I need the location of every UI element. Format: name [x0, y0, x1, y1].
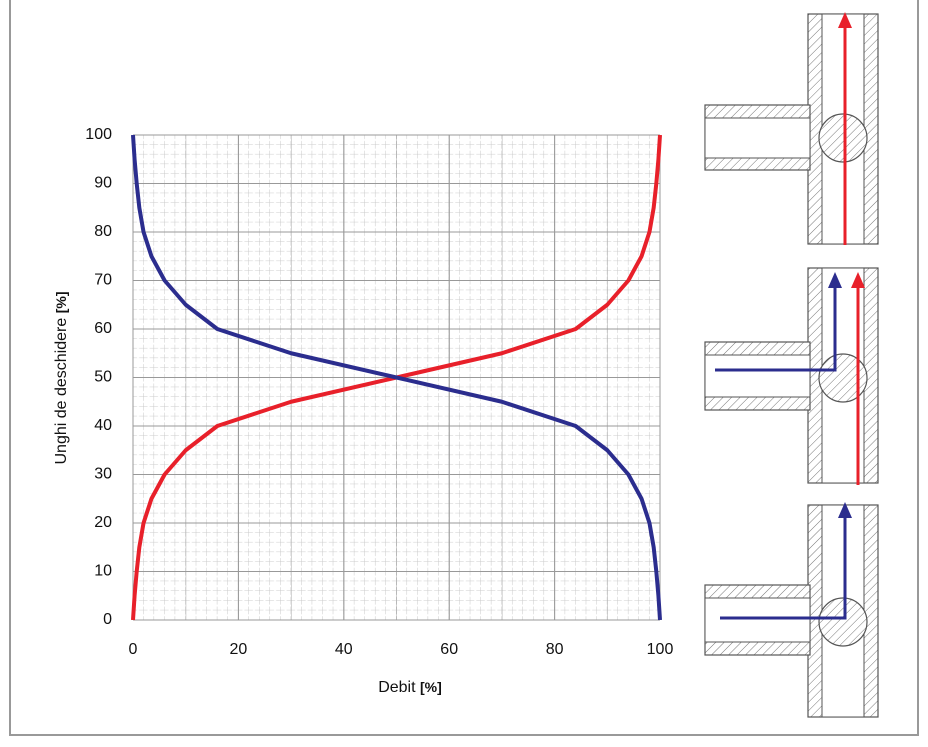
x-tick-label: 20	[230, 641, 248, 658]
x-tick-label: 40	[335, 641, 353, 658]
y-tick-label: 20	[94, 514, 112, 531]
y-tick-label: 90	[94, 175, 112, 192]
y-axis-label: Unghi de deschidere [%]	[53, 292, 71, 465]
x-tick-label: 100	[647, 641, 674, 658]
x-tick-label: 60	[440, 641, 458, 658]
y-tick-label: 30	[94, 466, 112, 483]
x-tick-label: 80	[546, 641, 564, 658]
y-tick-label: 100	[85, 126, 112, 143]
x-tick-label: 0	[129, 641, 138, 658]
series-line	[131, 134, 662, 621]
valve-diagram-3	[704, 502, 879, 718]
y-tick-label: 80	[94, 223, 112, 240]
y-tick-label: 40	[94, 417, 112, 434]
y-tick-label: 70	[94, 272, 112, 289]
y-tick-label: 50	[94, 369, 112, 386]
valve-diagram-1	[704, 12, 879, 245]
y-tick-label: 0	[103, 611, 112, 628]
y-tick-label: 60	[94, 320, 112, 337]
y-tick-label: 10	[94, 563, 112, 580]
frame	[9, 0, 919, 736]
x-axis-label: Debit [%]	[378, 679, 442, 697]
valve-diagram-2	[704, 267, 879, 485]
